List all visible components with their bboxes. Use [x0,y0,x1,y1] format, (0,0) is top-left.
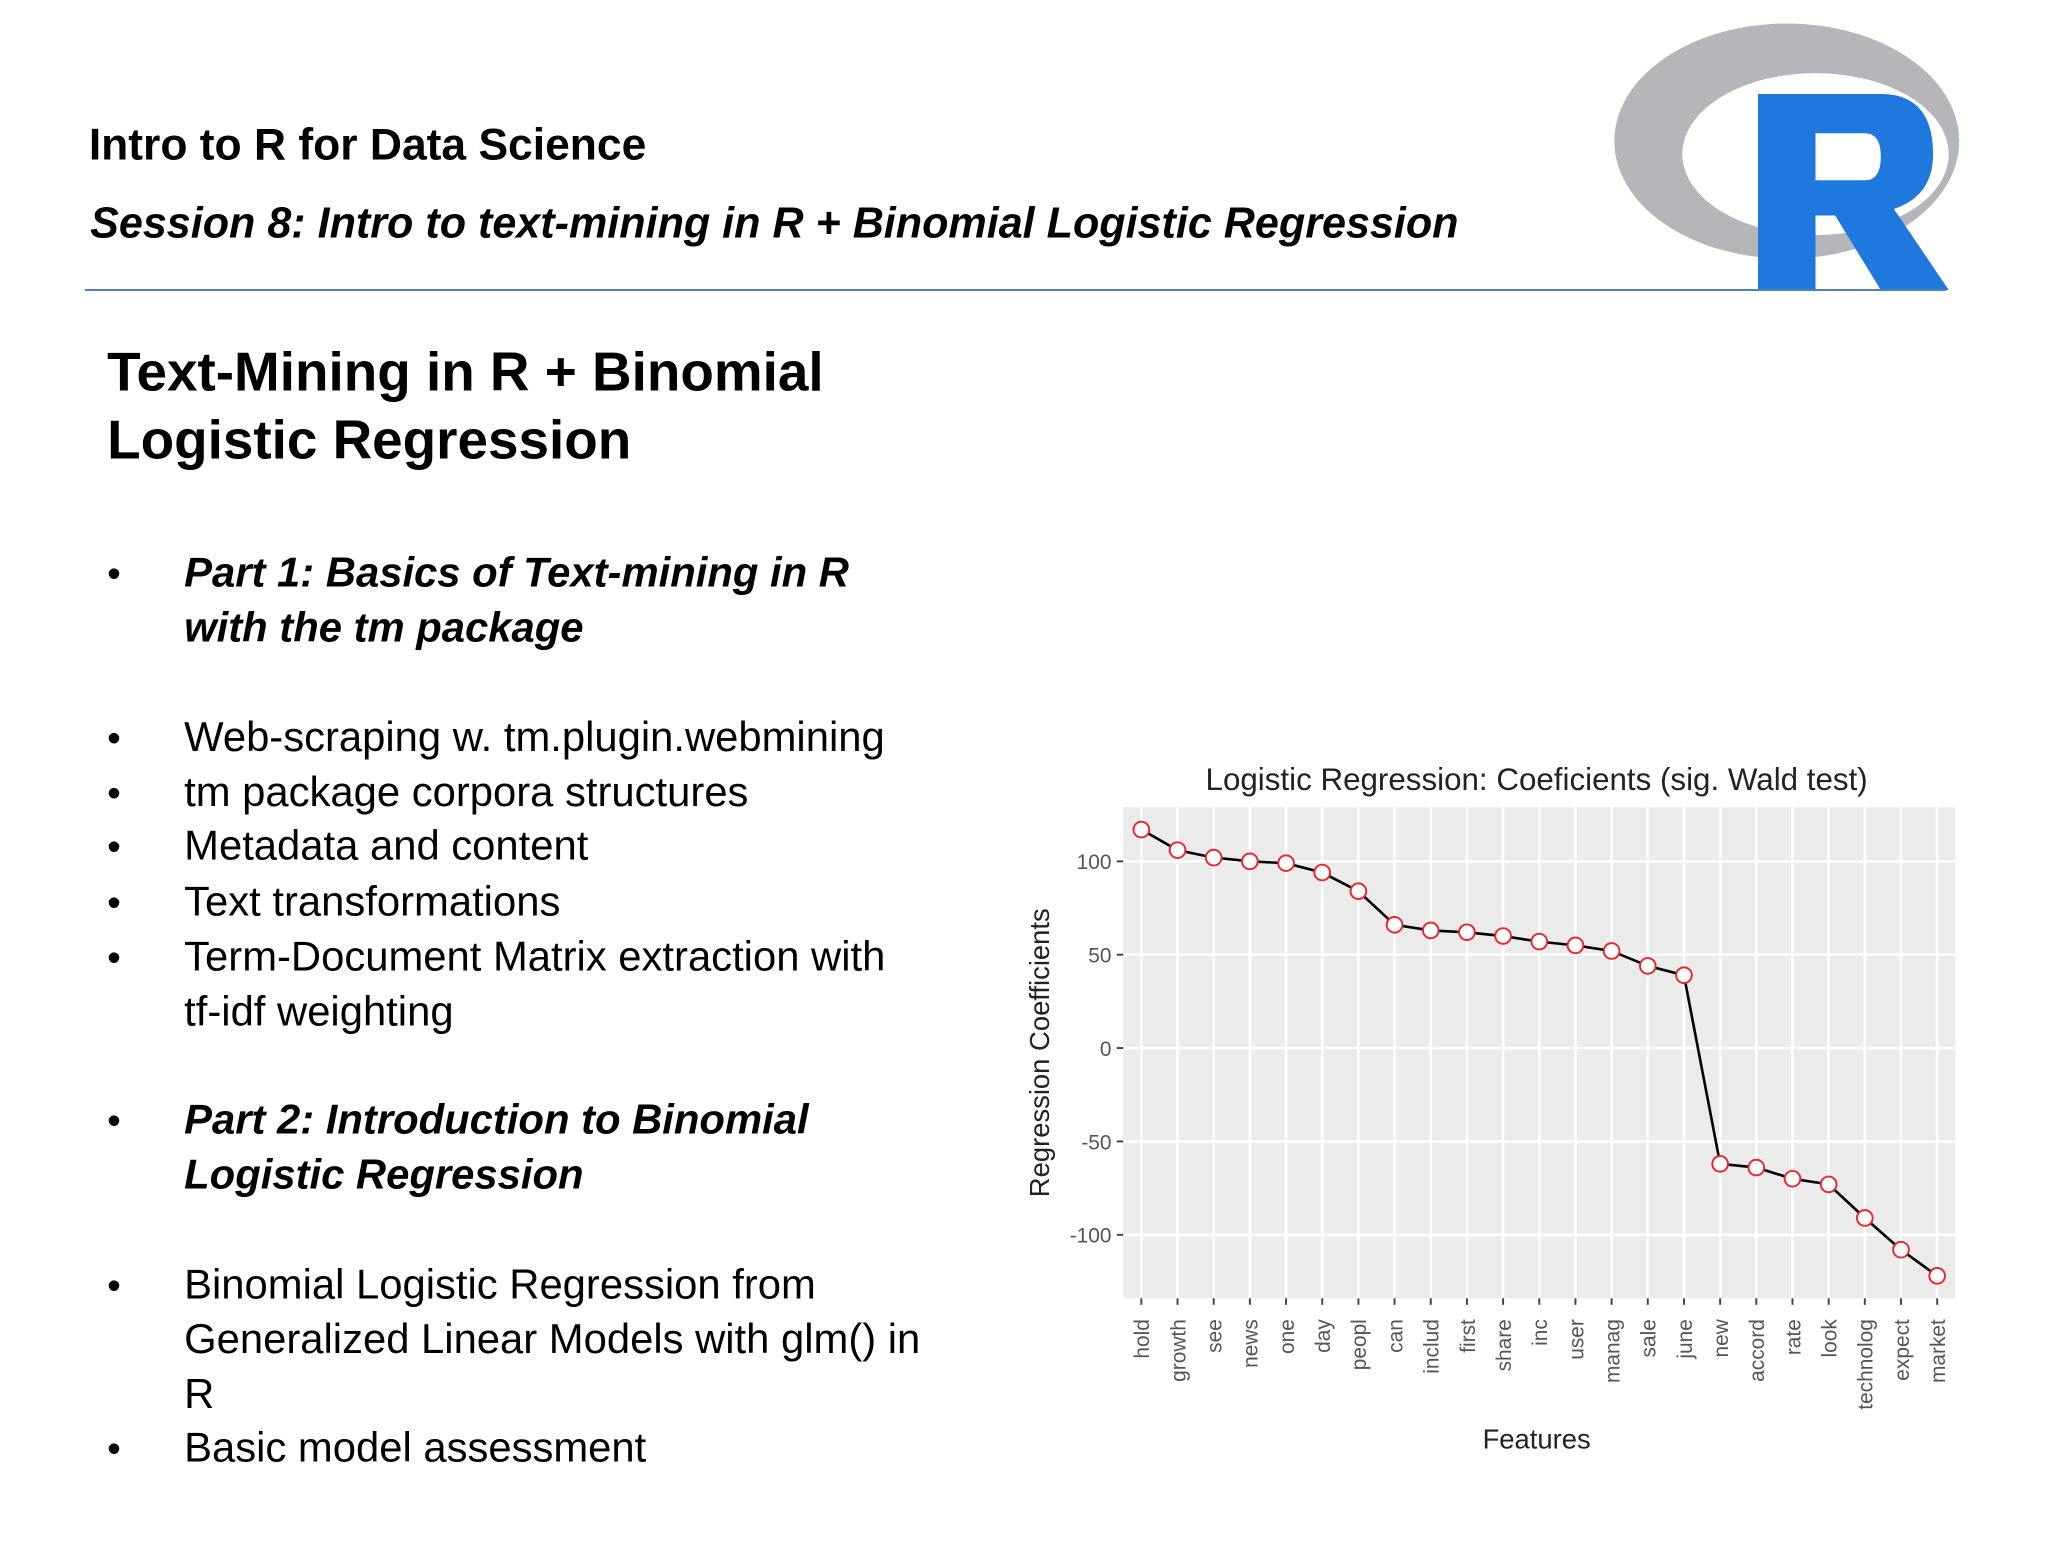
x-tick-label: includ [1421,1319,1444,1374]
bullet-text: Logistic Regression [184,1151,583,1198]
y-tick-label: 100 [1077,851,1112,874]
bullet-symbol: • [107,1428,121,1471]
x-tick-label: one [1276,1319,1299,1354]
bullet-text: Part 1: Basics of Text-mining in R [184,548,849,595]
x-tick-label: manag [1601,1319,1624,1383]
y-axis-label: Regression Coefficients [1024,908,1055,1197]
x-tick-label: first [1457,1319,1480,1353]
bullet-text: Web-scraping w. tm.plugin.webmining [184,713,885,760]
x-tick-label: see [1204,1319,1227,1353]
data-point [1602,942,1621,960]
data-point [1241,852,1259,871]
data-point [1132,820,1151,839]
bullet-text: Binomial Logistic Regression from [184,1260,816,1307]
x-tick-label: growth [1167,1319,1190,1382]
chart-title: Logistic Regression: Coeficients (sig. W… [1206,762,1868,797]
x-tick-label: can [1384,1319,1407,1353]
bullet-text: R [184,1370,214,1417]
bullet-text: Metadata and content [184,821,589,868]
x-tick-label: june [1674,1319,1697,1359]
data-point [1783,1169,1802,1188]
data-point [1675,966,1693,985]
x-tick-label: user [1565,1319,1588,1360]
slide-title: Text-Mining in R + Binomial [107,341,824,403]
bullet-text: with the tm package [184,603,583,650]
header-subtitle: Session 8: Intro to text-mining in R + B… [90,200,1458,248]
chart: Logistic Regression: Coeficients (sig. W… [1024,762,1956,1454]
bullet-symbol: • [107,1100,121,1143]
x-axis-label: Features [1483,1423,1591,1454]
x-tick-label: rate [1782,1319,1805,1355]
logo-letter [1758,94,1949,290]
data-point [1421,921,1440,940]
bullet-text: tf-idf weighting [184,987,453,1034]
data-point [1928,1267,1946,1285]
bullet-symbol: • [107,772,121,815]
data-point [1566,936,1585,955]
y-tick-label: -100 [1070,1225,1112,1248]
bullet-list: • Part 1: Basics of Text-mining in R with … [107,548,920,1470]
y-tick-label: 50 [1088,945,1111,968]
data-point [1711,1155,1729,1173]
x-tick-label: day [1312,1319,1335,1353]
x-tick-label: hold [1131,1319,1154,1358]
bullet-text: Text transformations [184,878,560,925]
data-point [1856,1209,1874,1227]
bullet-text: Part 2: Introduction to Binomial [184,1096,810,1143]
bullet-symbol: • [107,936,121,979]
data-point [1530,932,1549,951]
data-point [1747,1158,1766,1177]
data-point [1819,1175,1838,1194]
data-point [1494,927,1512,945]
x-tick-label: look [1818,1319,1841,1358]
x-tick-label: news [1240,1319,1263,1368]
r-logo [1614,23,1960,290]
bullet-symbol: • [107,825,121,868]
bullet-text: Term-Document Matrix extraction with [184,932,885,979]
data-point [1638,957,1657,975]
bullet-text: tm package corpora structures [184,768,748,815]
y-tick-label: 0 [1100,1038,1112,1061]
data-point [1277,854,1295,873]
bullet-text: Generalized Linear Models with glm() in [184,1315,920,1362]
slide-title: Logistic Regression [107,408,631,470]
x-tick-label: accord [1746,1319,1769,1382]
x-tick-label: inc [1529,1319,1552,1346]
bullet-symbol: • [107,882,121,925]
data-point [1204,848,1223,867]
x-tick-label: expect [1891,1319,1914,1381]
data-point [1168,841,1187,859]
bullet-text: Basic model assessment [184,1424,646,1471]
bullet-symbol: • [107,1264,121,1307]
data-point [1892,1240,1910,1259]
x-tick-label: new [1710,1318,1733,1357]
bullet-symbol: • [107,552,121,595]
bullet-symbol: • [107,717,121,760]
data-point [1313,863,1332,882]
y-tick-label: -50 [1081,1131,1111,1154]
x-tick-label: market [1927,1319,1950,1383]
data-point [1385,916,1404,934]
data-point [1458,923,1476,942]
x-tick-label: peopl [1348,1319,1371,1370]
x-tick-label: technolog [1855,1319,1878,1410]
x-tick-label: share [1493,1319,1516,1371]
x-tick-label: sale [1638,1319,1661,1357]
header-title: Intro to R for Data Science [89,120,646,169]
data-point [1349,882,1368,901]
